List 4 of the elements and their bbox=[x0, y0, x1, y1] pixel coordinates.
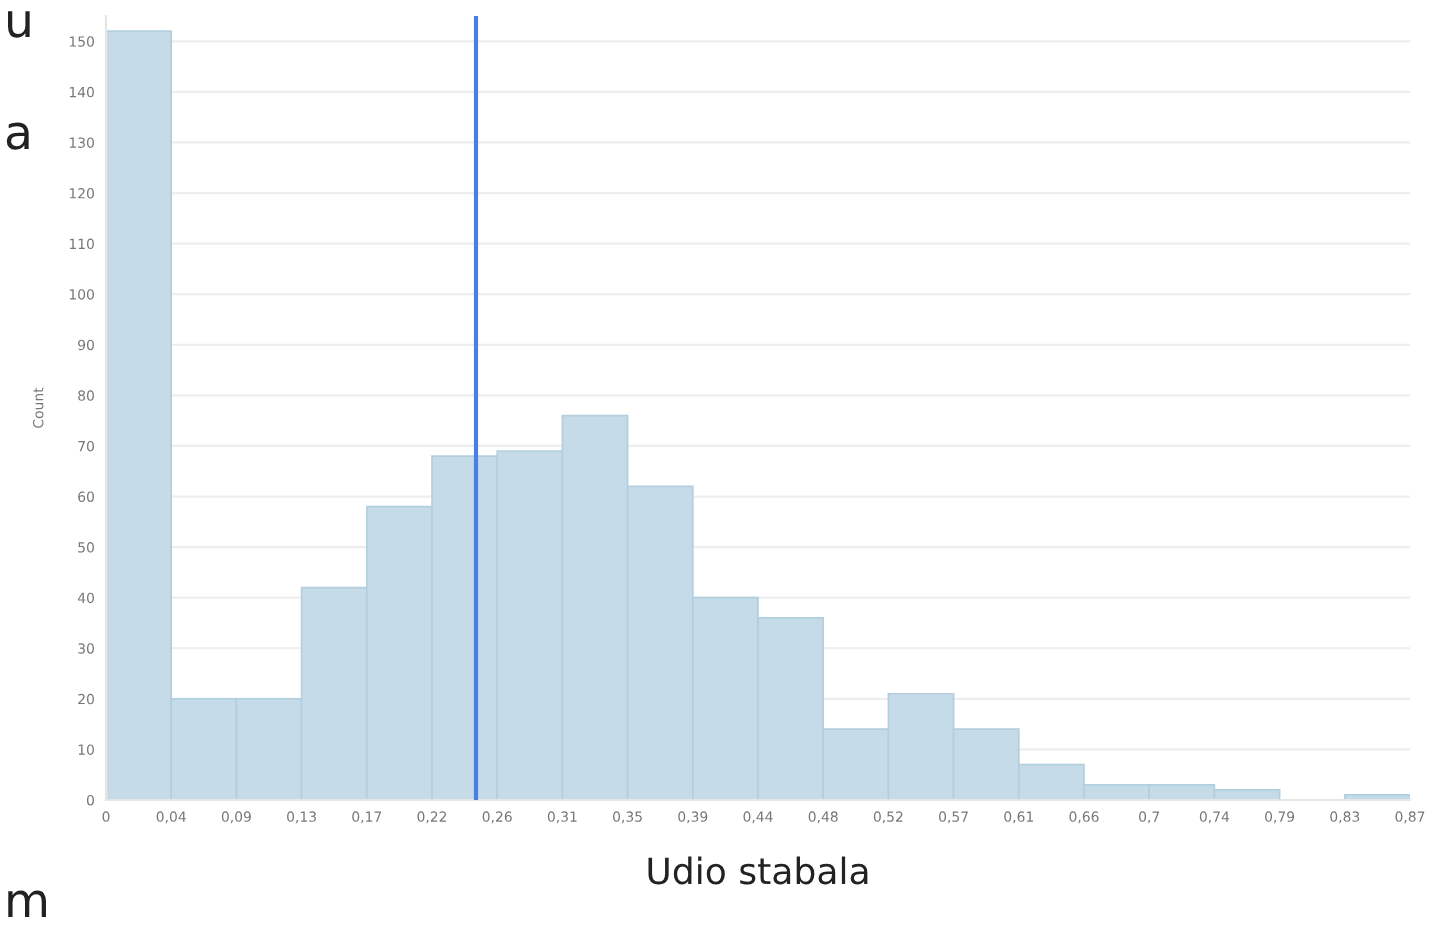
text: a bbox=[6, 122, 29, 150]
x-axis-title: Udio stabala bbox=[648, 856, 868, 885]
text: m bbox=[8, 890, 46, 918]
text: u bbox=[8, 10, 30, 38]
